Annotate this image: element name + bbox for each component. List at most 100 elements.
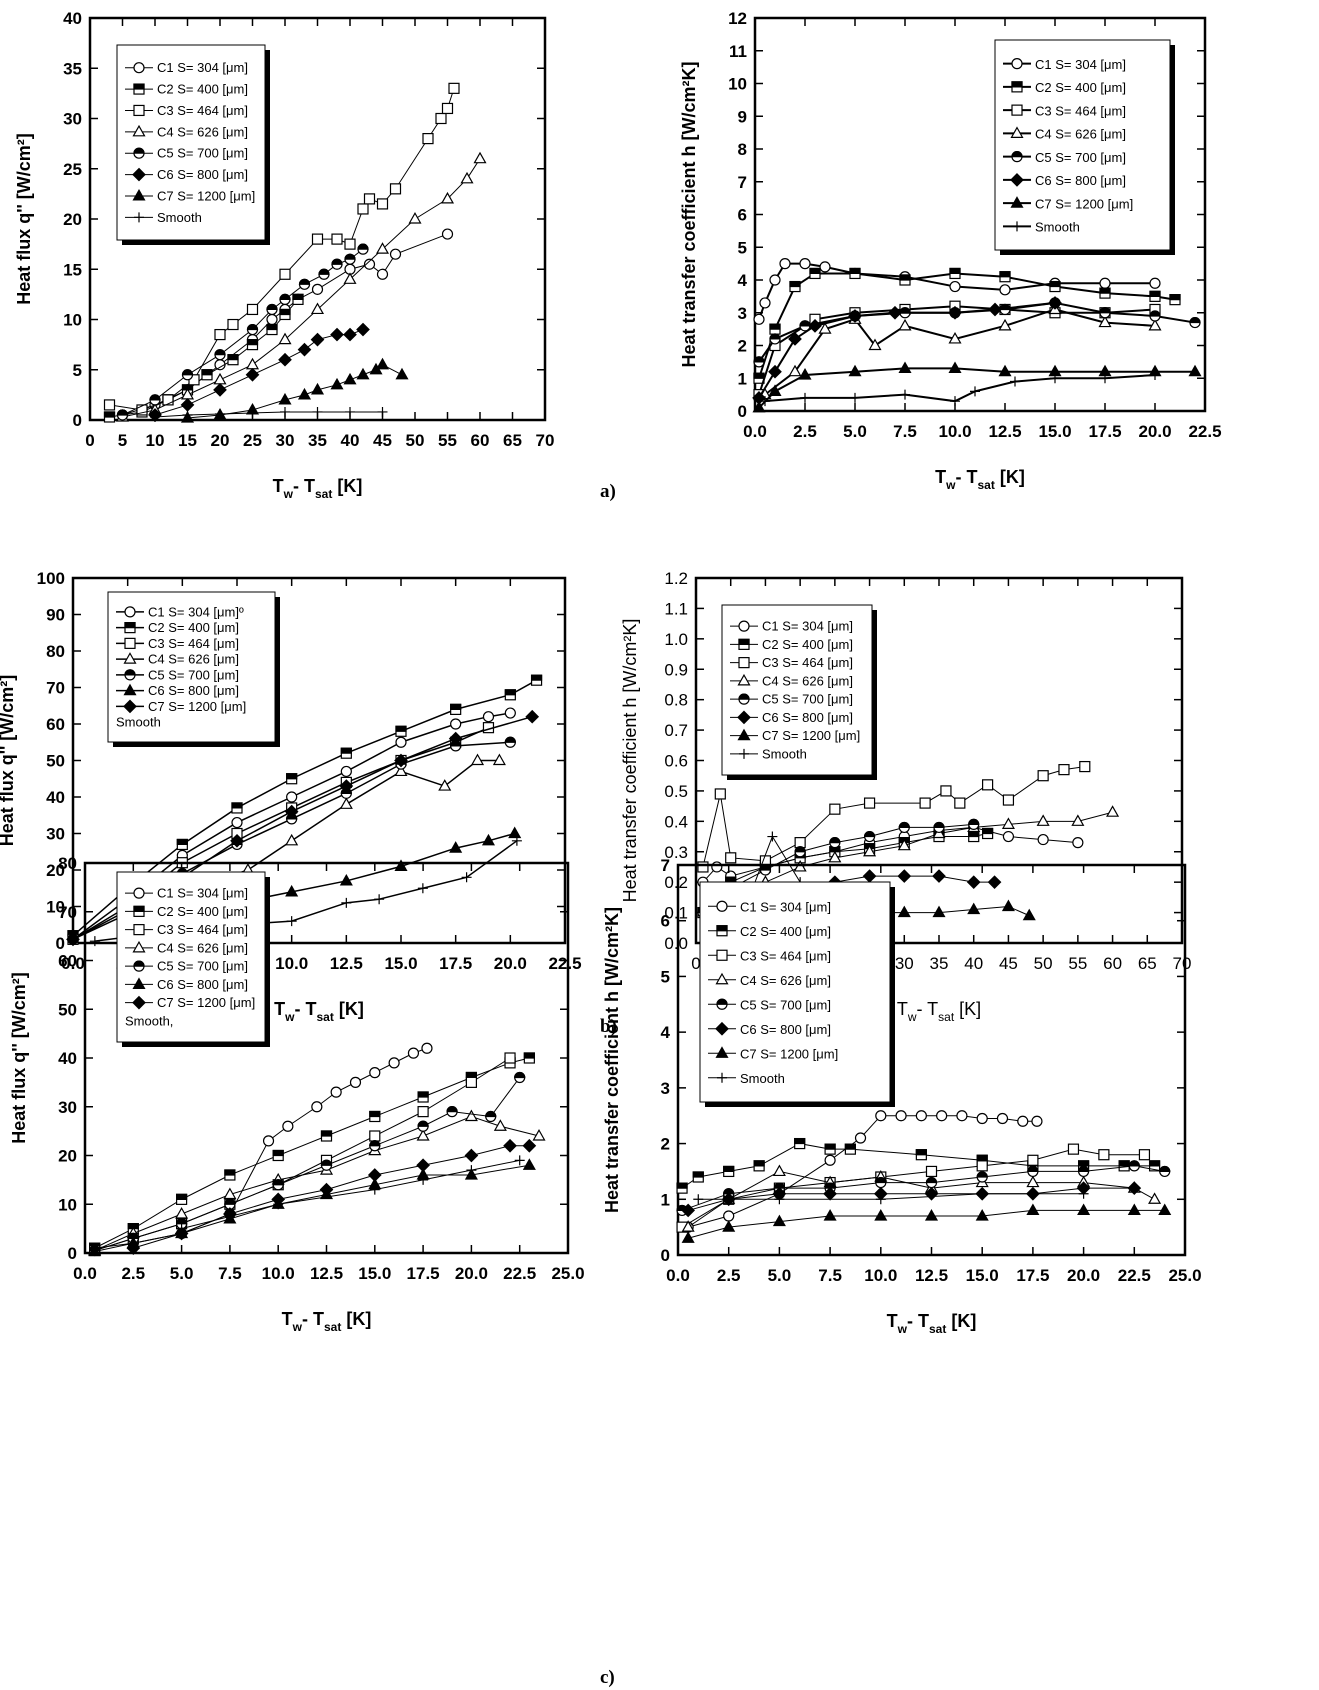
marker-part (132, 124, 146, 137)
plot-frame (753, 16, 1207, 413)
marker-part (956, 1110, 968, 1122)
marker-part (461, 872, 472, 883)
legend-label: C2 S= 400 [μm] (157, 904, 248, 919)
data-point (227, 354, 239, 366)
data-point (809, 267, 821, 280)
x-tick-label: 20.0 (494, 954, 527, 973)
data-point (829, 837, 841, 849)
data-point (1017, 1115, 1029, 1127)
legend-marker (1011, 81, 1023, 93)
y-tick-label: 60 (46, 715, 65, 734)
legend-marker (1011, 104, 1023, 116)
data-point (1022, 908, 1036, 921)
data-point (1026, 1203, 1040, 1216)
data-point (968, 818, 980, 830)
x-tick-label: 10.0 (262, 1264, 295, 1283)
data-point (150, 411, 160, 422)
marker-part (1010, 126, 1024, 138)
marker-part (976, 1112, 988, 1125)
legend-marker (132, 167, 146, 182)
legend-label: C5 S= 700 [μm] (157, 146, 248, 161)
y-tick-label: 50 (46, 752, 65, 771)
marker-part (417, 1106, 429, 1118)
marker-part (215, 408, 225, 419)
data-point (310, 382, 325, 395)
y-tick-label: 0.9 (664, 660, 688, 679)
x-tick-label: 22.5 (548, 954, 581, 973)
data-point (331, 258, 343, 270)
x-tick-label: 22.5 (1188, 422, 1221, 441)
data-point (932, 869, 946, 883)
data-point (999, 271, 1011, 283)
marker-part (530, 674, 543, 681)
data-point (246, 303, 259, 316)
data-point (312, 406, 323, 417)
marker-part (182, 409, 193, 420)
data-point (514, 1071, 526, 1084)
marker-part (388, 1057, 400, 1069)
x-tick-label: 15.0 (384, 954, 417, 973)
data-point (449, 841, 463, 853)
y-tick-label: 11 (729, 42, 747, 61)
chart: 0.0 2.5 5.0 7.5 10.0 12.5 15.0 17.5 20.0 22.5 25.0… (602, 856, 1202, 1336)
data-point (344, 253, 356, 265)
data-point (799, 258, 811, 270)
data-point (1169, 294, 1181, 306)
legend-marker (124, 637, 136, 649)
legend-label: C1 S= 304 [μm] (762, 619, 853, 634)
legend-label: C5 S= 700 [μm] (148, 667, 239, 682)
series-line (94, 1077, 521, 1252)
x-tick-label: 5.0 (843, 422, 867, 441)
marker-part (1099, 307, 1111, 314)
marker-part (369, 1140, 381, 1147)
marker-part (363, 258, 376, 270)
data-point (936, 1110, 948, 1122)
plot-frame (676, 863, 1187, 1257)
marker-part (1128, 1160, 1140, 1167)
data-point (103, 411, 116, 423)
data-point (504, 689, 516, 701)
x-axis-label-part: - T (956, 467, 978, 487)
plot-frame (83, 861, 570, 1255)
series-line (764, 373, 1156, 403)
series-line (688, 1187, 1135, 1211)
data-point (848, 309, 862, 323)
data-point (278, 392, 292, 405)
y-tick-label: 5 (738, 238, 747, 257)
marker-part (1099, 287, 1111, 294)
data-point (800, 392, 810, 403)
marker-part (231, 802, 243, 809)
x-tick-label: 50 (1034, 954, 1053, 973)
marker-part (897, 838, 911, 851)
marker-part (369, 1184, 380, 1195)
legend-label: Smooth (157, 210, 202, 225)
data-point (823, 1209, 837, 1221)
marker-part (1031, 1115, 1043, 1127)
data-point (1002, 830, 1015, 843)
marker-part (767, 831, 778, 842)
data-point (310, 302, 325, 315)
marker-part (292, 293, 304, 300)
x-tick-label: 25.0 (1168, 1266, 1201, 1285)
data-point (464, 1109, 478, 1122)
legend-label: C7 S= 1200 [μm] (762, 728, 860, 743)
series-line (181, 1159, 520, 1230)
legend-label: Smooth (116, 715, 161, 730)
x-tick-label: 35 (308, 431, 327, 450)
data-point (357, 243, 369, 255)
data-point (1036, 814, 1050, 826)
data-point (376, 198, 389, 210)
marker-part (900, 389, 910, 400)
legend-marker (716, 900, 728, 912)
marker-part (949, 267, 961, 275)
data-point (149, 394, 161, 406)
data-point (888, 305, 902, 320)
y-tick-label: 60 (58, 952, 77, 971)
marker-part (954, 797, 966, 809)
legend-label: C6 S= 800 [μm] (157, 167, 248, 182)
data-point (850, 392, 860, 403)
marker-part (133, 924, 145, 936)
data-point (863, 830, 876, 843)
legend-marker (124, 622, 136, 634)
data-point (772, 1214, 786, 1227)
